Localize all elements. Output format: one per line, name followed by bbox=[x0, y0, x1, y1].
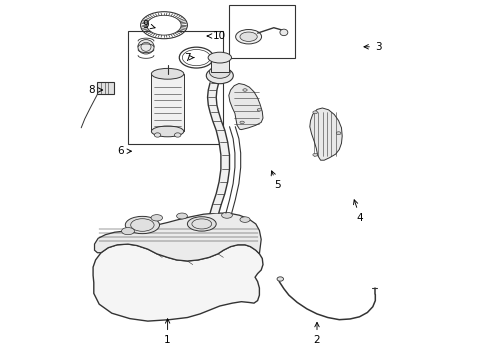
Ellipse shape bbox=[277, 277, 284, 281]
Bar bbox=[229, 5, 295, 58]
Text: 4: 4 bbox=[353, 200, 364, 223]
Ellipse shape bbox=[125, 216, 160, 234]
Ellipse shape bbox=[122, 228, 134, 235]
Polygon shape bbox=[208, 83, 219, 90]
Ellipse shape bbox=[240, 32, 257, 41]
Polygon shape bbox=[208, 97, 217, 105]
Ellipse shape bbox=[243, 89, 247, 91]
Text: 2: 2 bbox=[314, 323, 320, 345]
Polygon shape bbox=[216, 182, 228, 194]
Ellipse shape bbox=[176, 213, 187, 219]
Text: 6: 6 bbox=[118, 146, 131, 156]
Ellipse shape bbox=[151, 68, 184, 79]
Text: 1: 1 bbox=[164, 319, 171, 345]
Ellipse shape bbox=[151, 215, 163, 221]
Ellipse shape bbox=[280, 29, 288, 36]
Ellipse shape bbox=[313, 111, 318, 114]
Ellipse shape bbox=[206, 67, 233, 84]
Polygon shape bbox=[213, 194, 225, 204]
Text: 5: 5 bbox=[271, 171, 281, 190]
Ellipse shape bbox=[138, 40, 154, 54]
Ellipse shape bbox=[154, 133, 161, 137]
Polygon shape bbox=[216, 130, 228, 142]
Polygon shape bbox=[210, 112, 221, 121]
Polygon shape bbox=[310, 108, 342, 160]
Ellipse shape bbox=[209, 66, 230, 78]
Ellipse shape bbox=[187, 217, 216, 231]
Ellipse shape bbox=[336, 132, 341, 135]
Polygon shape bbox=[219, 169, 229, 182]
Polygon shape bbox=[208, 90, 217, 97]
Polygon shape bbox=[93, 244, 263, 321]
Polygon shape bbox=[219, 142, 229, 155]
Text: 10: 10 bbox=[207, 31, 226, 41]
Ellipse shape bbox=[257, 109, 262, 111]
Bar bbox=[151, 74, 184, 131]
Polygon shape bbox=[229, 84, 263, 130]
Ellipse shape bbox=[313, 153, 318, 156]
Ellipse shape bbox=[147, 15, 181, 35]
Text: 7: 7 bbox=[184, 53, 194, 63]
Polygon shape bbox=[213, 121, 225, 130]
Polygon shape bbox=[221, 155, 229, 169]
Ellipse shape bbox=[174, 133, 181, 137]
Ellipse shape bbox=[240, 121, 245, 123]
Polygon shape bbox=[208, 105, 219, 112]
Ellipse shape bbox=[151, 126, 184, 137]
Polygon shape bbox=[95, 213, 261, 261]
Text: 8: 8 bbox=[89, 85, 102, 95]
Text: 3: 3 bbox=[364, 42, 382, 52]
Ellipse shape bbox=[221, 212, 232, 218]
Bar bbox=[211, 58, 229, 72]
Bar bbox=[98, 82, 114, 94]
Polygon shape bbox=[210, 204, 221, 213]
Ellipse shape bbox=[208, 52, 231, 63]
Ellipse shape bbox=[236, 30, 262, 44]
Text: 9: 9 bbox=[143, 20, 155, 30]
Ellipse shape bbox=[240, 217, 250, 222]
Bar bbox=[128, 31, 223, 144]
